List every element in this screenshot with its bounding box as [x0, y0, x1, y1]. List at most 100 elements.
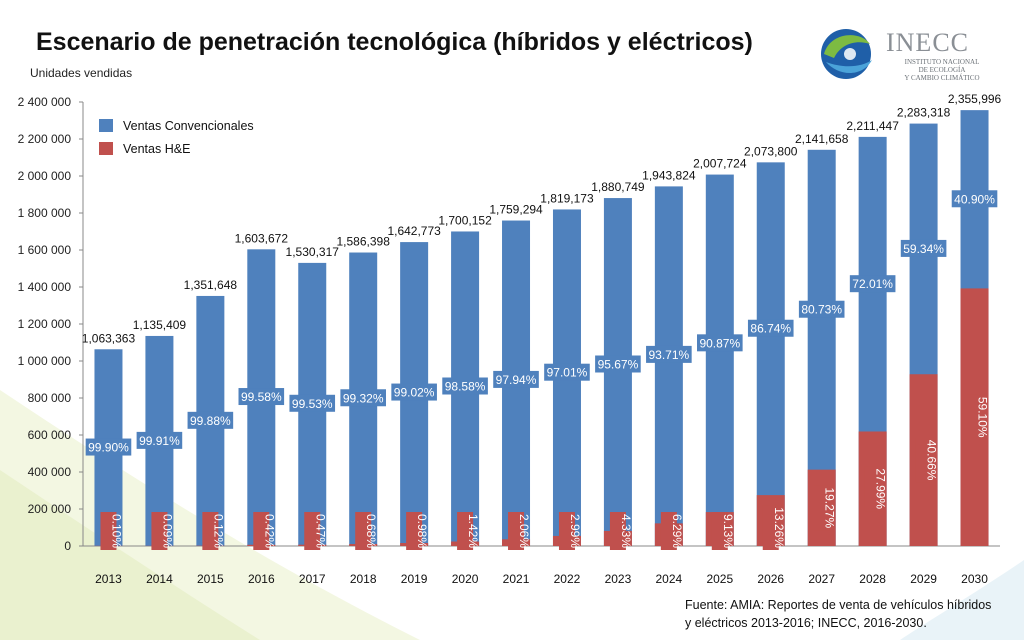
inecc-logo: INECC INSTITUTO NACIONAL DE ECOLOGÍA Y C…	[812, 24, 992, 84]
label-background	[202, 512, 219, 550]
label-background	[304, 512, 321, 550]
y-tick-label: 800 000	[28, 391, 72, 405]
y-tick-label: 400 000	[28, 465, 72, 479]
leaf-globe-icon	[821, 29, 872, 79]
label-background	[355, 512, 372, 550]
bar-total-label: 1,586,398	[336, 235, 390, 249]
label-background	[187, 411, 234, 429]
logo-subtitle-line: DE ECOLOGÍA	[918, 66, 966, 74]
bar-total-label: 1,819,173	[540, 191, 594, 205]
bar-he-label: 0.68%	[364, 514, 378, 548]
source-line: y eléctricos 2013-2016; INECC, 2016-2030…	[685, 616, 927, 630]
bar-total-label: 2,211,447	[846, 119, 899, 133]
bar-convencional-label: 59.34%	[903, 242, 944, 256]
y-tick-label: 0	[64, 539, 71, 553]
label-background	[406, 512, 423, 550]
bar-he-label: 0.42%	[262, 514, 276, 548]
bar-he-label: 2.06%	[517, 514, 531, 548]
bar-total-label: 2,355,996	[948, 92, 1002, 106]
bar-convencional-label: 99.91%	[139, 434, 180, 448]
x-tick-label: 2018	[350, 572, 377, 586]
label-background	[136, 431, 183, 449]
x-tick-label: 2014	[146, 572, 173, 586]
bar-total-label: 1,642,773	[387, 224, 441, 238]
bar-total-label: 2,073,800	[744, 144, 798, 158]
bar-convencional-label: 86.74%	[750, 322, 791, 336]
y-tick-label: 1 800 000	[18, 206, 72, 220]
legend-label: Ventas H&E	[123, 142, 190, 156]
legend-label: Ventas Convencionales	[123, 119, 254, 133]
logo-name: INECC	[886, 28, 969, 57]
bar-he-label: 0.09%	[160, 514, 174, 548]
y-axis-label: Unidades vendidas	[30, 66, 133, 80]
bar-convencional-label: 99.90%	[88, 441, 129, 455]
legend-swatch	[99, 119, 113, 132]
y-tick-label: 2 000 000	[18, 169, 72, 183]
label-background	[151, 512, 168, 550]
label-background	[951, 190, 998, 208]
y-tick-label: 1 600 000	[18, 243, 72, 257]
bar-total-label: 2,007,724	[693, 157, 747, 171]
bar-he-label: 27.99%	[874, 468, 888, 509]
bar-he-label: 19.27%	[823, 487, 837, 528]
label-background	[660, 512, 677, 550]
label-background	[544, 363, 590, 381]
x-tick-label: 2013	[95, 572, 122, 586]
bar-he-label: 0.10%	[109, 514, 123, 548]
label-background	[697, 334, 743, 352]
bar-convencional-label: 97.94%	[496, 373, 537, 387]
label-background	[595, 355, 641, 373]
bar-convencional	[654, 186, 683, 546]
bar-total-label: 2,283,318	[897, 106, 951, 120]
bar-he-label: 4.33%	[619, 514, 633, 548]
bar-convencional-label: 99.88%	[190, 414, 231, 428]
x-tick-label: 2023	[605, 572, 632, 586]
x-tick-label: 2020	[452, 572, 479, 586]
bar-total-label: 1,700,152	[438, 213, 492, 227]
bar-convencional	[756, 162, 785, 547]
bar-he-label: 2.99%	[568, 514, 582, 548]
label-background	[457, 512, 474, 550]
bar-he-label: 0.12%	[211, 514, 225, 548]
y-tick-label: 200 000	[28, 502, 72, 516]
source-line: Fuente: AMIA: Reportes de venta de vehíc…	[685, 598, 992, 612]
bar-he-label: 6.29%	[670, 514, 684, 548]
source-note: Fuente: AMIA: Reportes de venta de vehíc…	[685, 596, 1015, 632]
bar-convencional-label: 93.71%	[649, 348, 690, 362]
label-background	[253, 512, 270, 550]
label-background	[391, 383, 437, 401]
y-tick-label: 1 000 000	[18, 354, 72, 368]
bar-he-label: 1.42%	[466, 514, 480, 548]
x-tick-label: 2028	[859, 572, 886, 586]
bar-convencional-label: 80.73%	[801, 303, 842, 317]
x-tick-label: 2019	[401, 572, 428, 586]
bar-convencional-label: 99.32%	[343, 391, 384, 405]
label-background	[966, 394, 983, 440]
bar-he-label: 0.47%	[313, 514, 327, 548]
bar-total-label: 1,530,317	[286, 245, 340, 259]
label-background	[798, 300, 845, 318]
x-tick-label: 2022	[554, 572, 581, 586]
label-background	[238, 388, 285, 406]
bar-total-label: 2,141,658	[795, 132, 849, 146]
x-tick-label: 2015	[197, 572, 224, 586]
label-background	[747, 319, 794, 337]
chart-title: Escenario de penetración tecnológica (hí…	[36, 28, 753, 56]
y-tick-label: 2 200 000	[18, 132, 72, 146]
label-background	[493, 370, 539, 388]
label-background	[508, 512, 525, 550]
bar-convencional-label: 90.87%	[699, 336, 740, 350]
y-tick-label: 1 400 000	[18, 280, 72, 294]
bar-convencional-label: 97.01%	[547, 366, 588, 380]
x-tick-label: 2027	[808, 572, 835, 586]
y-tick-label: 1 200 000	[18, 317, 72, 331]
bar-total-label: 1,603,672	[235, 231, 289, 245]
bar-total-label: 1,351,648	[184, 278, 238, 292]
legend-swatch	[99, 142, 113, 155]
bar-convencional-label: 99.58%	[241, 390, 282, 404]
logo-subtitle: INSTITUTO NACIONAL DE ECOLOGÍA Y CAMBIO …	[892, 58, 992, 82]
x-tick-label: 2030	[961, 572, 988, 586]
x-tick-label: 2026	[757, 572, 784, 586]
